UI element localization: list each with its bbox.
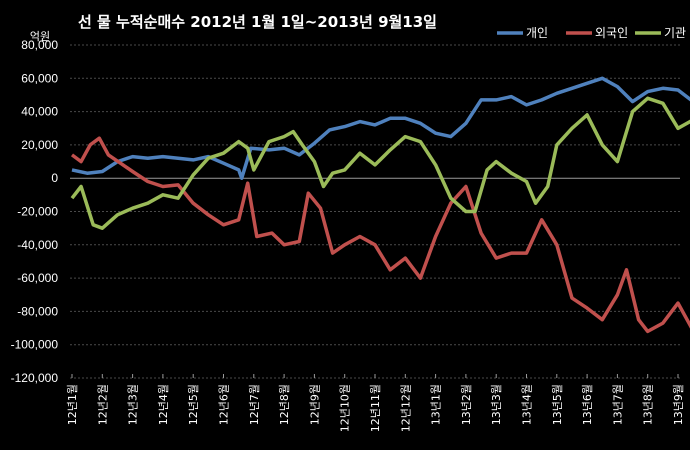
x-tick-label: 12년10월 [339, 384, 352, 432]
chart-title: 선 물 누적순매수 2012년 1월 1일~2013년 9월13일 [78, 13, 437, 31]
x-tick-label: 12년1월 [66, 384, 79, 425]
legend-label: 외국인 [595, 26, 628, 40]
x-tick-label: 13년7월 [611, 384, 624, 425]
y-tick-label: -100,000 [11, 338, 59, 352]
legend-label: 개인 [526, 26, 548, 40]
x-tick-label: 13년5월 [551, 384, 564, 425]
y-axis-ticks: 80,000 60,000 40,000 20,000 0 -20,000 -40,000 -… [11, 38, 59, 385]
legend: 개인 외국인 기관 [497, 26, 686, 40]
x-tick-label: 12년6월 [218, 384, 231, 425]
x-tick-label: 13년1월 [430, 384, 443, 425]
x-tick-label: 13년4월 [521, 384, 534, 425]
x-axis-ticks: 12년1월 12년2월 12년3월 12년4월 12년5월 12년6월 12년7월 12년8월… [66, 374, 685, 432]
x-tick-label: 12년8월 [278, 384, 291, 425]
x-tick-label: 12년7월 [248, 384, 261, 425]
y-tick-label: -60,000 [17, 271, 58, 285]
series-line-기관 [70, 96, 690, 230]
x-tick-label: 13년2월 [460, 384, 473, 425]
y-tick-label: 20,000 [21, 138, 58, 152]
y-tick-label: -40,000 [17, 238, 58, 252]
x-tick-label: 13년8월 [642, 384, 655, 425]
x-tick-label: 12년9월 [308, 384, 321, 425]
y-tick-label: 80,000 [21, 38, 58, 52]
y-tick-label: 40,000 [21, 105, 58, 119]
y-tick-label: -80,000 [17, 304, 58, 318]
y-tick-label: -20,000 [17, 205, 58, 219]
series-line-외국인 [70, 136, 690, 334]
y-tick-label: -120,000 [11, 371, 59, 385]
x-tick-label: 13년6월 [581, 384, 594, 425]
y-tick-label: 0 [51, 171, 58, 185]
y-axis-unit: 억원 [30, 30, 50, 43]
x-tick-label: 13년9월 [672, 384, 685, 425]
series-line-개인 [71, 76, 690, 180]
x-tick-label: 12년3월 [127, 384, 140, 425]
x-tick-label: 12년12월 [399, 384, 412, 432]
legend-label: 기관 [664, 26, 686, 40]
x-tick-label: 13년3월 [490, 384, 503, 425]
x-tick-label: 12년11월 [369, 384, 382, 432]
x-tick-label: 12년5월 [187, 384, 200, 425]
y-tick-label: 60,000 [21, 71, 58, 85]
series-lines [70, 76, 690, 334]
x-tick-label: 12년2월 [96, 384, 109, 425]
x-tick-label: 12년4월 [157, 384, 170, 425]
